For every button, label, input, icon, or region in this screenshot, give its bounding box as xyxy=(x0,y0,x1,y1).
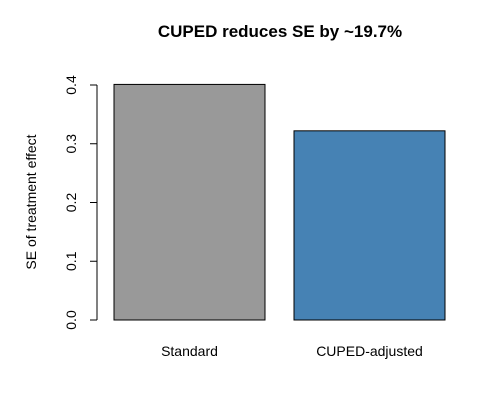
bars-group xyxy=(113,83,446,321)
y-tick-label: 0.2 xyxy=(63,193,79,213)
x-axis-labels: Standard CUPED-adjusted xyxy=(161,343,423,359)
x-tick-label: CUPED-adjusted xyxy=(316,343,423,359)
y-axis-label: SE of treatment effect xyxy=(23,134,39,269)
y-tick-label: 0.0 xyxy=(63,310,79,330)
bar-cuped-adjusted xyxy=(293,130,446,321)
bar-standard xyxy=(113,83,266,321)
y-axis: 0.0 0.1 0.2 0.3 0.4 xyxy=(63,75,98,330)
y-tick-label: 0.3 xyxy=(63,134,79,154)
y-tick-label: 0.1 xyxy=(63,251,79,271)
y-tick-label: 0.4 xyxy=(63,75,79,95)
x-tick-label: Standard xyxy=(161,343,218,359)
chart-title: CUPED reduces SE by ~19.7% xyxy=(158,22,402,41)
